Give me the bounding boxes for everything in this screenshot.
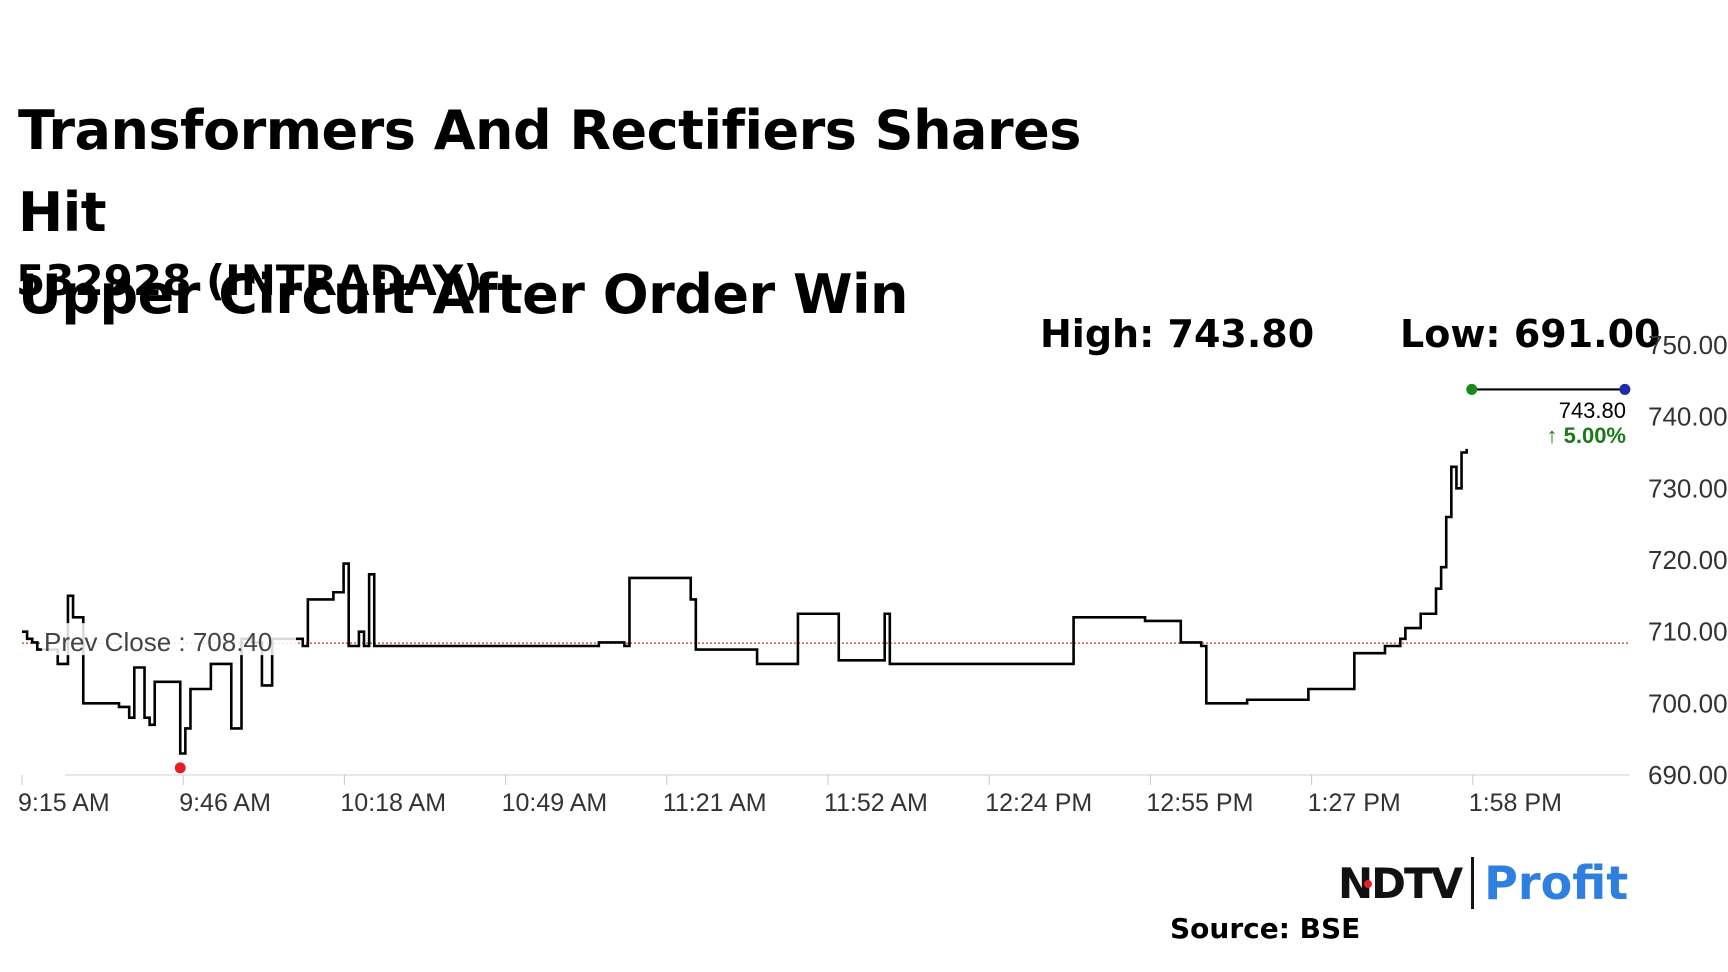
y-tick-label: 730.00 [1648, 473, 1728, 503]
x-tick-label: 1:27 PM [1308, 789, 1401, 817]
prev-close-label-bg [42, 623, 296, 656]
x-tick-label: 11:52 AM [824, 789, 928, 817]
low-marker [174, 762, 186, 774]
open-circuit-start-marker [1466, 383, 1478, 395]
day-high-label: High: 743.80 [1040, 312, 1315, 356]
x-tick-label: 10:49 AM [502, 789, 608, 817]
x-tick-label: 12:24 PM [985, 789, 1092, 817]
y-tick-label: 750.00 [1648, 330, 1728, 360]
headline: Transformers And Rectifiers Shares Hit U… [18, 90, 1138, 336]
day-low-label: Low: 691.00 [1400, 312, 1661, 356]
chart-subtitle: 532928 (INTRADAY) [16, 256, 483, 305]
logo-ndtv-text: NDTV [1338, 858, 1463, 908]
headline-line-1: Transformers And Rectifiers Shares Hit [18, 99, 1081, 244]
ndtv-profit-logo: NDTV Profit [1338, 852, 1628, 914]
y-tick-label: 740.00 [1648, 402, 1728, 432]
x-tick-label: 9:46 AM [179, 789, 271, 817]
x-tick-label: 11:21 AM [663, 789, 767, 817]
prev-close-label: Prev Close : 708.40 [44, 627, 272, 657]
logo-separator [1471, 857, 1475, 909]
y-tick-label: 710.00 [1648, 617, 1728, 647]
x-tick-label: 10:18 AM [340, 789, 446, 817]
last-price-label: 743.80 [1559, 398, 1626, 423]
logo-profit-text: Profit [1484, 856, 1629, 910]
x-tick-label: 12:55 PM [1146, 789, 1253, 817]
x-tick-label: 1:58 PM [1469, 789, 1562, 817]
x-tick-label: 9:15 AM [18, 789, 110, 817]
price-line [22, 448, 1468, 755]
price-change-label: ↑ 5.00% [1547, 423, 1627, 448]
y-tick-label: 720.00 [1648, 545, 1728, 575]
last-marker [1619, 383, 1631, 395]
source-credit: Source: BSE [1170, 912, 1361, 945]
logo-red-dot [1364, 880, 1372, 888]
y-tick-label: 700.00 [1648, 688, 1728, 718]
y-tick-label: 690.00 [1648, 760, 1728, 790]
headline-line-2: Upper Circuit After Order Win [18, 263, 908, 326]
